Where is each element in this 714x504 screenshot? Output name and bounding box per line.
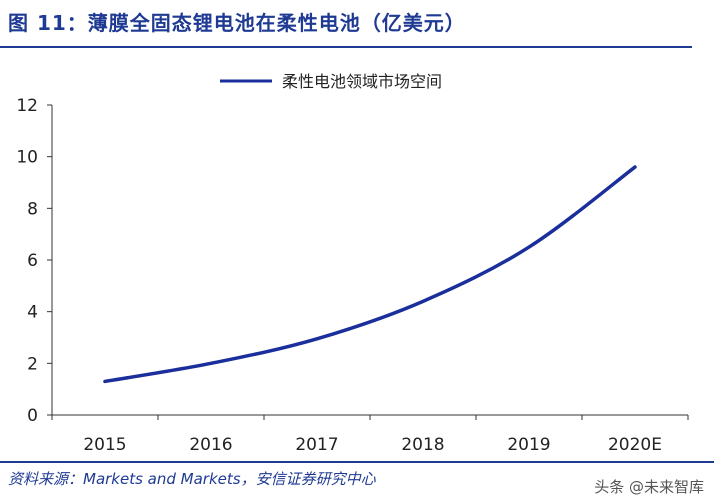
y-tick-label: 8 xyxy=(27,199,38,219)
chart-series xyxy=(103,165,637,384)
y-tick-label: 10 xyxy=(16,148,38,168)
x-tick-label: 2017 xyxy=(295,435,338,455)
y-tick-label: 2 xyxy=(27,354,38,374)
data-point xyxy=(103,379,107,383)
watermark: 头条 @未来智库 xyxy=(594,478,704,496)
legend-label: 柔性电池领域市场空间 xyxy=(282,72,442,91)
data-point xyxy=(527,245,531,249)
figure-title: 图 11：薄膜全固态锂电池在柔性电池（亿美元） xyxy=(8,11,466,35)
data-point xyxy=(209,361,213,365)
y-tick-label: 0 xyxy=(27,406,38,426)
line-chart: 柔性电池领域市场空间 0 2 4 6 8 10 12 2015 2016 2017 2018 2019… xyxy=(16,72,689,455)
y-tick-label: 12 xyxy=(16,96,38,116)
y-tick-label: 4 xyxy=(27,303,38,323)
chart-legend: 柔性电池领域市场空间 xyxy=(220,72,442,91)
data-point xyxy=(315,337,319,341)
data-point xyxy=(633,165,637,169)
y-tick-label: 6 xyxy=(27,251,38,271)
source-divider xyxy=(0,461,714,463)
x-tick-label: 2020E xyxy=(608,435,662,455)
chart-ticks: 0 2 4 6 8 10 12 2015 2016 2017 2018 2019 2020E xyxy=(16,96,689,455)
chart-axes xyxy=(51,105,688,416)
source-note: 资料来源：Markets and Markets，安信证券研究中心 xyxy=(8,470,376,488)
series-line xyxy=(103,165,637,384)
title-divider xyxy=(0,46,692,48)
x-tick-label: 2016 xyxy=(189,435,232,455)
x-tick-label: 2015 xyxy=(83,435,126,455)
x-tick-label: 2019 xyxy=(507,435,550,455)
x-tick-label: 2018 xyxy=(401,435,444,455)
data-point xyxy=(421,299,425,303)
